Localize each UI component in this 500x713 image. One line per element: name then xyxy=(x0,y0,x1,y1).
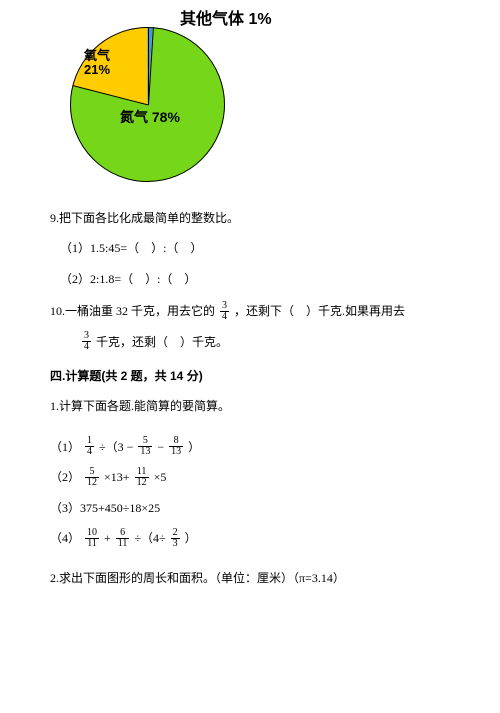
fraction: 1011 xyxy=(85,528,99,549)
fraction: 14 xyxy=(85,436,94,457)
fraction: 513 xyxy=(138,436,152,457)
q10-line1: 10.一桶油重 32 千克，用去它的 3 4 ，还剩下（ ）千克.如果再用去 xyxy=(50,298,450,324)
section4-heading: 四.计算题(共 2 题，共 14 分) xyxy=(50,363,450,389)
s4-q1: 1.计算下面各题.能简算的要简算。 xyxy=(50,393,450,419)
pie-container: 氮气 78% 氧气 21% xyxy=(70,27,225,182)
q9-sub2: （2）2:1.8=（ ）:（ ） xyxy=(50,266,450,292)
slice-label-nitrogen: 氮气 78% xyxy=(120,110,180,125)
fraction: 813 xyxy=(169,436,183,457)
s4-i4: （4） 1011 + 611 ÷（4÷ 23 ） xyxy=(50,525,450,551)
q10-part1a: 10.一桶油重 32 千克，用去它的 xyxy=(50,304,215,318)
q10-part1b: ，还剩下（ ）千克.如果再用去 xyxy=(234,304,405,318)
q9-title: 9.把下面各比化成最简单的整数比。 xyxy=(50,205,450,231)
slice-label-oxygen: 氧气 21% xyxy=(84,49,110,78)
document-content: 9.把下面各比化成最简单的整数比。 （1）1.5:45=（ ）:（ ） （2）2… xyxy=(50,205,450,592)
fraction: 512 xyxy=(85,467,99,488)
fraction: 3 4 xyxy=(82,331,91,352)
fraction: 3 4 xyxy=(220,301,229,322)
chart-title-other: 其他气体 1% xyxy=(180,5,272,29)
s4-q2: 2.求出下面图形的周长和面积。（单位：厘米）（π=3.14） xyxy=(50,565,450,591)
fraction: 23 xyxy=(171,528,180,549)
q10-line2: 3 4 千克，还剩（ ）千克。 xyxy=(50,329,450,355)
s4-i1: （1） 14 ÷（3 − 513 − 813 ） xyxy=(50,434,450,460)
s4-i2: （2） 512 ×13+ 1112 ×5 xyxy=(50,464,450,490)
pie-chart: 其他气体 1% 氮气 78% 氧气 21% xyxy=(60,5,320,185)
q10-part2b: 千克，还剩（ ）千克。 xyxy=(96,335,228,349)
s4-i3: （3）375+450÷18×25 xyxy=(50,495,450,521)
fraction: 1112 xyxy=(135,467,149,488)
q9-sub1: （1）1.5:45=（ ）:（ ） xyxy=(50,235,450,261)
fraction: 611 xyxy=(116,528,130,549)
